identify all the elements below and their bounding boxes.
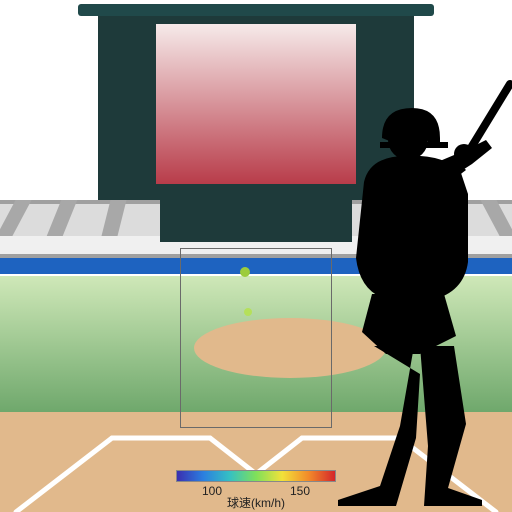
colorbar-caption: 球速(km/h) [196,494,316,511]
pitch-marker-1 [244,308,252,316]
batter-silhouette [316,86,512,506]
strike-zone [180,248,332,428]
speed-colorbar [176,470,336,482]
pitch-location-scene: 100150球速(km/h) [0,0,512,512]
pitch-marker-0 [240,267,250,277]
